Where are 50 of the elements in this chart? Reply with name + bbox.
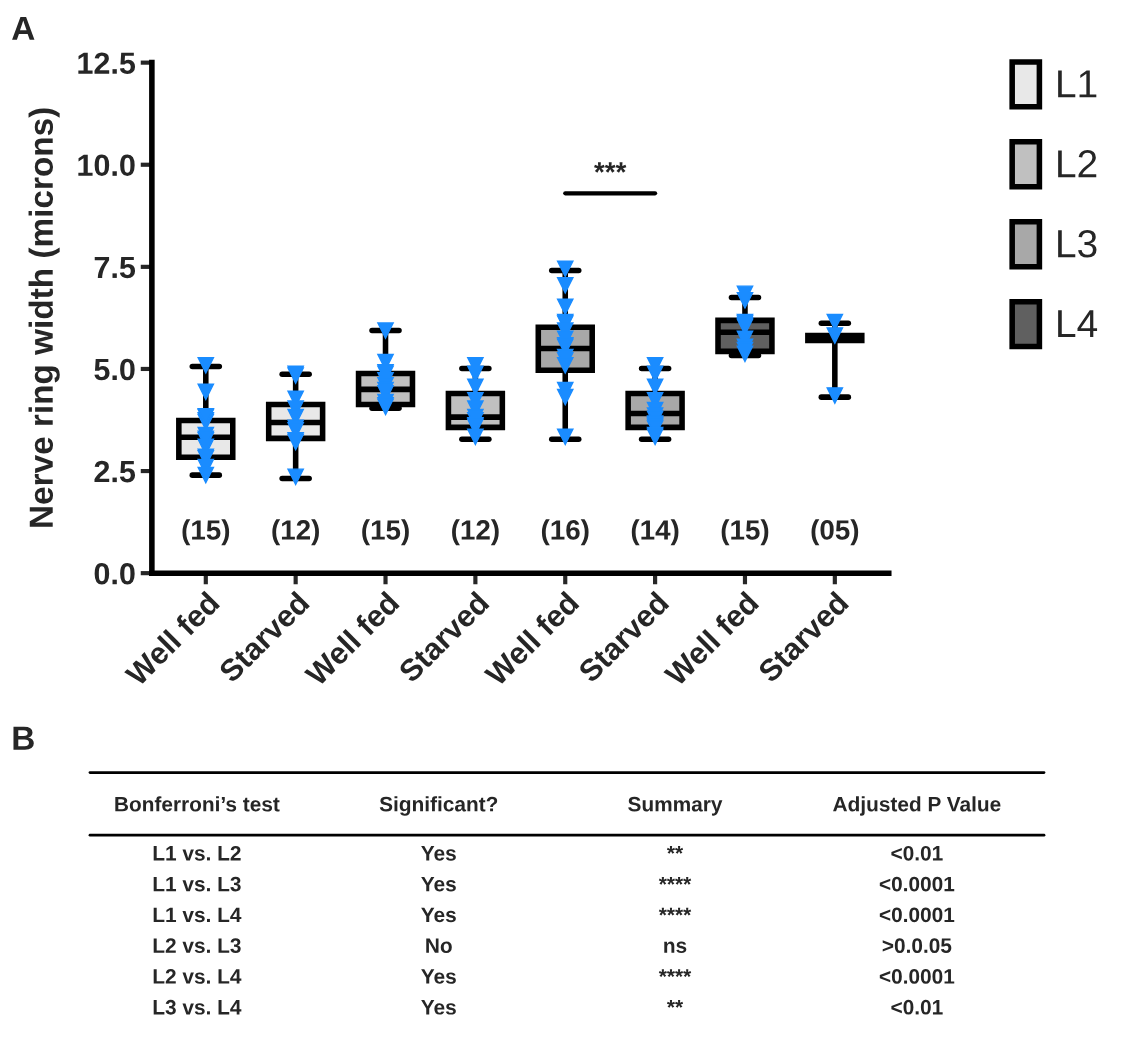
annotation: (15): [182, 519, 230, 546]
text: <0.01: [891, 845, 943, 861]
text: Yes: [421, 1000, 456, 1015]
text: Yes: [421, 846, 456, 861]
y-axis-title: Nerve ring width (microns): [28, 108, 60, 527]
y-tick-label: 10.0: [78, 154, 135, 177]
text: Yes: [421, 876, 456, 892]
text: Significant?: [379, 796, 498, 816]
annotation: ***: [594, 162, 627, 173]
y-tick-label: 2.5: [94, 460, 136, 483]
text: L1 vs. L4: [153, 907, 242, 923]
annotation: (05): [811, 519, 859, 546]
annotation: (12): [452, 519, 499, 546]
annotation: (15): [362, 519, 409, 546]
text: **: [666, 1000, 684, 1008]
legend-label: L4: [1058, 310, 1098, 338]
text: L2 vs. L4: [153, 969, 242, 984]
text: <0.0001: [879, 907, 955, 923]
text: B: [13, 726, 34, 750]
text: <0.0001: [879, 969, 955, 984]
annotation: (15): [721, 519, 769, 546]
y-tick-label: 0.0: [94, 562, 135, 585]
text: ns: [664, 941, 687, 954]
text: Yes: [421, 969, 456, 984]
text: L1 vs. L3: [153, 876, 241, 892]
text: L3 vs. L4: [153, 999, 242, 1015]
annotation: (14): [631, 519, 679, 546]
legend-label: L2: [1058, 150, 1097, 178]
text: L1 vs. L2: [153, 845, 241, 861]
text: Bonferroni’s test: [115, 796, 280, 812]
text: ****: [658, 907, 692, 916]
y-tick-label: 12.5: [78, 52, 136, 75]
annotation: (12): [272, 519, 319, 546]
text: <0.01: [891, 999, 943, 1015]
y-tick-label: 7.5: [94, 256, 136, 279]
text: Yes: [421, 907, 456, 923]
text: No: [426, 938, 452, 954]
text: ****: [658, 876, 692, 885]
text: Summary: [628, 796, 723, 816]
text: A: [12, 16, 35, 40]
text: ****: [658, 969, 692, 978]
text: <0.0001: [879, 876, 955, 892]
annotation: (16): [541, 519, 589, 546]
y-tick-label: 5.0: [94, 358, 135, 381]
legend-label: L3: [1058, 229, 1097, 258]
text: Adjusted P Value: [833, 796, 1001, 816]
text: >0.0.05: [882, 938, 952, 954]
text: L2 vs. L3: [153, 938, 241, 954]
legend-label: L1: [1058, 70, 1097, 98]
text: **: [666, 846, 684, 854]
